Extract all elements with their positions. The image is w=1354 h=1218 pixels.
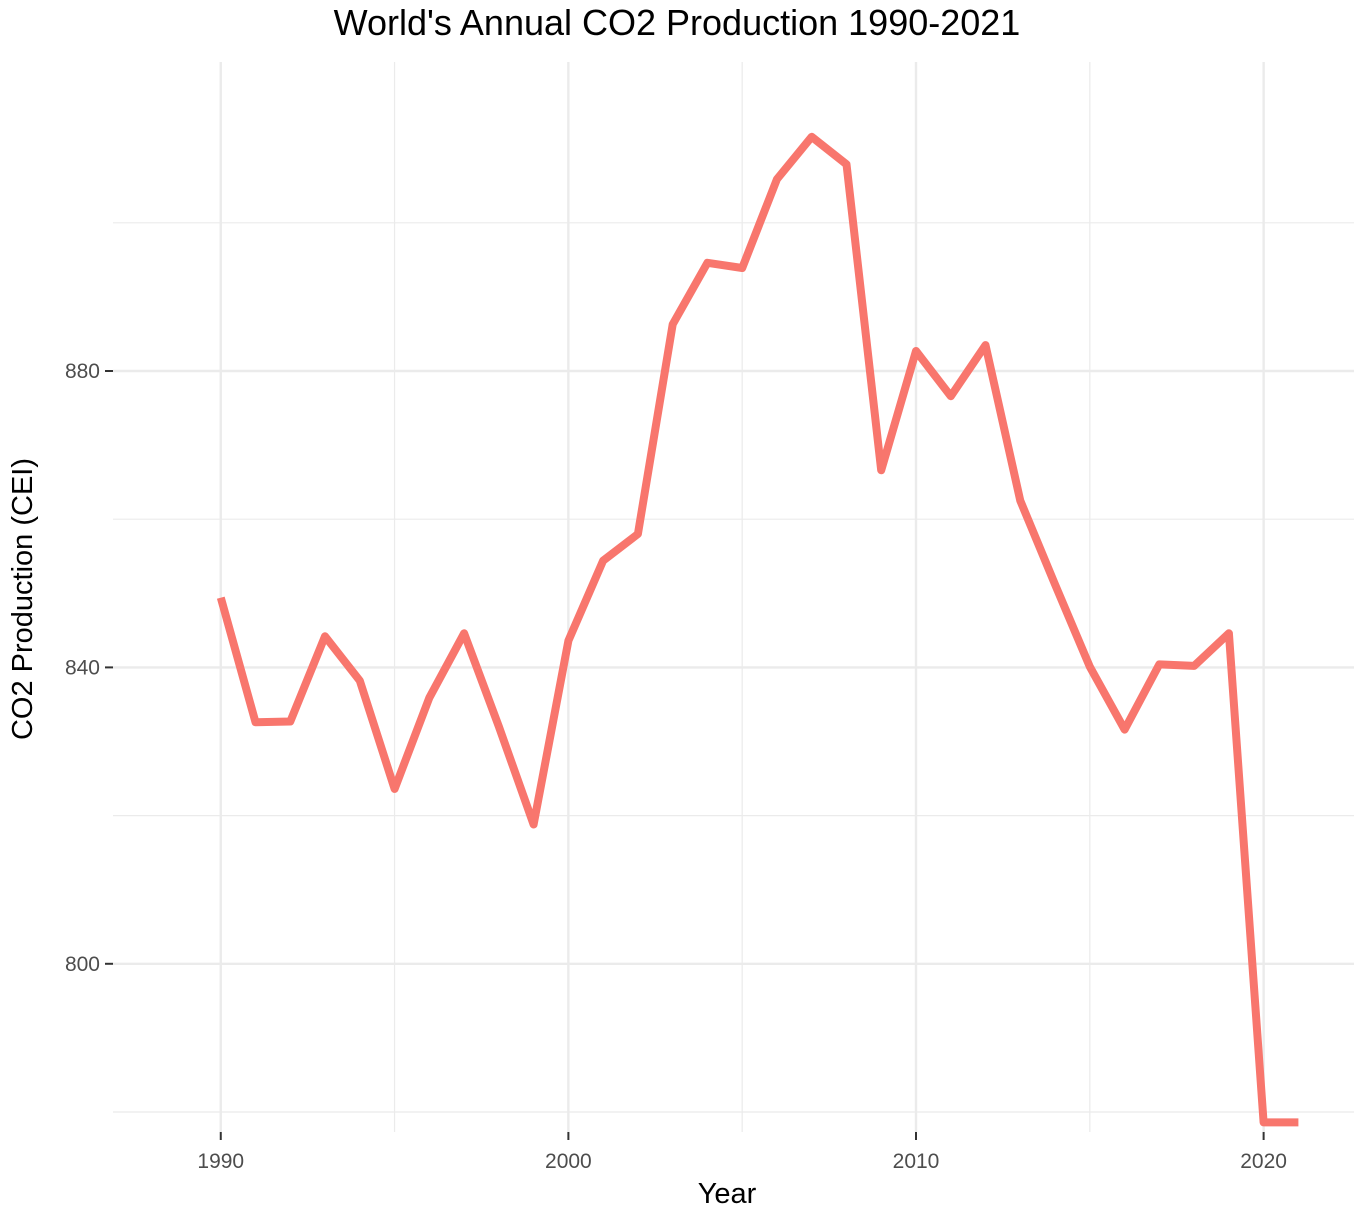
co2-series-line [216,132,1299,1127]
major-gridlines [113,62,1354,1132]
y-tick-label: 880 [65,360,100,383]
y-axis-title: CO2 Production (CEI) [7,458,39,740]
y-tick-label: 800 [65,953,100,976]
x-axis-ticks: 1990 2000 2010 2020 [197,1132,1287,1173]
y-tick-label: 840 [65,656,100,679]
x-tick-label: 2020 [1240,1150,1287,1173]
x-tick-label: 2000 [545,1150,592,1173]
x-tick-label: 2010 [893,1150,940,1173]
minor-gridlines [113,62,1354,1132]
x-axis-title: Year [698,1178,757,1210]
x-tick-label: 1990 [197,1150,244,1173]
y-axis-ticks: 800 840 880 [65,360,113,976]
chart-title: World's Annual CO2 Production 1990-2021 [333,2,1021,43]
